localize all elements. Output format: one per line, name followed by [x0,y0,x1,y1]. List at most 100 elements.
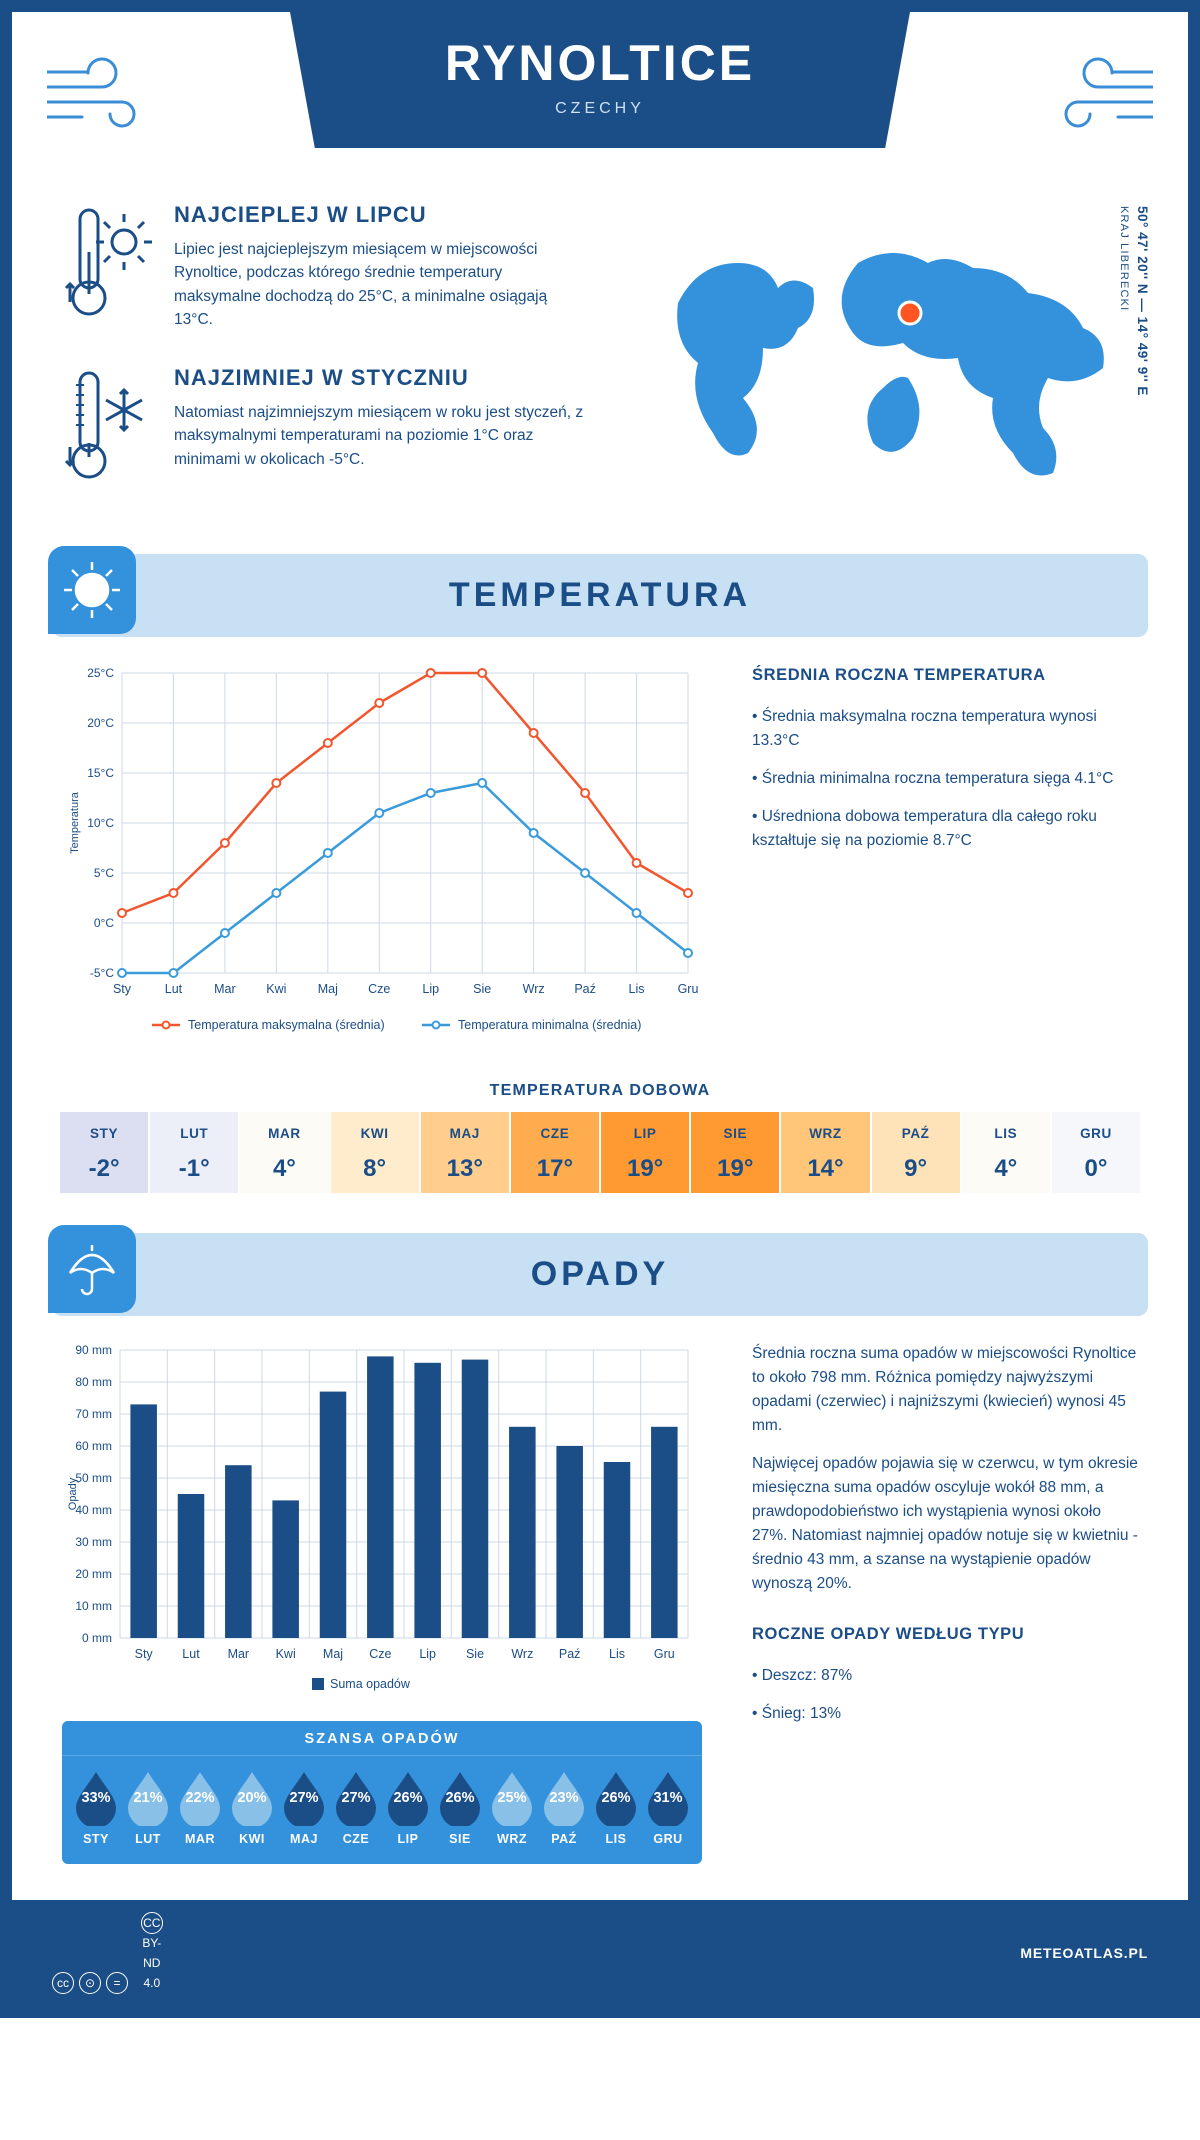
title-banner: RYNOLTICE CZECHY [290,12,910,148]
daily-cell: LIS4° [962,1112,1052,1193]
temp-summary-p3: • Uśredniona dobowa temperatura dla całe… [752,805,1138,853]
daily-month: KWI [331,1120,419,1151]
svg-text:Wrz: Wrz [511,1647,533,1661]
drop-month: GRU [642,1832,694,1846]
drop-icon: 31% [644,1768,692,1826]
daily-month: MAR [240,1120,328,1151]
chance-drops-row: 33%STY21%LUT22%MAR20%KWI27%MAJ27%CZE26%L… [62,1756,702,1850]
svg-text:Lip: Lip [419,1647,436,1661]
coords-label: 50° 47' 20'' N — 14° 49' 9'' E [1135,206,1150,396]
svg-text:0 mm: 0 mm [82,1631,112,1645]
temperature-chart: -5°C0°C5°C10°C15°C20°C25°CStyLutMarKwiMa… [62,663,702,1048]
chance-drop: 27%MAJ [278,1768,330,1846]
sun-icon [48,546,136,634]
svg-text:Kwi: Kwi [276,1647,296,1661]
daily-cell: GRU0° [1052,1112,1140,1193]
svg-text:Maj: Maj [318,982,338,996]
precip-chance-panel: SZANSA OPADÓW 33%STY21%LUT22%MAR20%KWI27… [62,1721,702,1864]
svg-text:70 mm: 70 mm [75,1407,112,1421]
region-label: KRAJ LIBERECKI [1118,206,1130,311]
daily-month: SIE [691,1120,779,1151]
svg-text:Maj: Maj [323,1647,343,1661]
chance-drop: 26%LIS [590,1768,642,1846]
svg-text:80 mm: 80 mm [75,1375,112,1389]
cold-body: Natomiast najzimniejszym miesiącem w rok… [174,401,588,471]
daily-value: 14° [781,1151,869,1183]
daily-month: LIP [601,1120,689,1151]
drop-icon: 26% [384,1768,432,1826]
wind-icon [1033,42,1153,147]
chance-drop: 22%MAR [174,1768,226,1846]
page: RYNOLTICE CZECHY NAJCIEPLEJ W LIPCU Lipi… [0,0,1200,2018]
wind-icon [47,42,167,147]
daily-temp-title: TEMPERATURA DOBOWA [12,1082,1188,1100]
svg-text:10 mm: 10 mm [75,1599,112,1613]
drop-month: CZE [330,1832,382,1846]
drop-icon: 33% [72,1768,120,1826]
header: RYNOLTICE CZECHY [12,12,1188,192]
svg-text:0°C: 0°C [94,916,114,930]
chance-drop: 26% SIE [434,1768,486,1846]
by-icon: ⊙ [79,1972,101,1994]
daily-cell: MAJ13° [421,1112,511,1193]
svg-text:60 mm: 60 mm [75,1439,112,1453]
country-subtitle: CZECHY [330,100,870,118]
precip-banner: OPADY [52,1233,1148,1316]
svg-text:-5°C: -5°C [90,966,114,980]
daily-temp-grid: STY-2°LUT-1°MAR4°KWI8°MAJ13°CZE17°LIP19°… [60,1112,1140,1193]
license-block: cc⊙= CC BY-ND 4.0 [52,1912,168,1994]
precip-type-heading: ROCZNE OPADY WEDŁUG TYPU [752,1622,1138,1648]
daily-value: 19° [691,1151,779,1183]
hot-heading: NAJCIEPLEJ W LIPCU [174,202,588,228]
map-col: 50° 47' 20'' N — 14° 49' 9'' E KRAJ LIBE… [638,202,1138,524]
svg-text:Paź: Paź [559,1647,581,1661]
svg-text:Cze: Cze [369,1647,391,1661]
cold-block: NAJZIMNIEJ W STYCZNIU Natomiast najzimni… [62,365,588,490]
svg-text:Gru: Gru [678,982,699,996]
svg-text:Temperatura minimalna (średnia: Temperatura minimalna (średnia) [458,1018,641,1032]
hot-block: NAJCIEPLEJ W LIPCU Lipiec jest najcieple… [62,202,588,331]
svg-text:90 mm: 90 mm [75,1343,112,1357]
umbrella-icon [48,1225,136,1313]
drop-icon: 23% [540,1768,588,1826]
drop-month: SIE [434,1832,486,1846]
daily-cell: LUT-1° [150,1112,240,1193]
temp-summary-p2: • Średnia minimalna roczna temperatura s… [752,767,1138,791]
drop-icon: 21% [124,1768,172,1826]
daily-cell: WRZ14° [781,1112,871,1193]
temperature-summary: ŚREDNIA ROCZNA TEMPERATURA • Średnia mak… [752,663,1138,1048]
chance-drop: 26% LIP [382,1768,434,1846]
world-map-icon [658,233,1118,493]
daily-cell: PAŹ9° [872,1112,962,1193]
chance-drop: 33%STY [70,1768,122,1846]
svg-text:Temperatura maksymalna (średni: Temperatura maksymalna (średnia) [188,1018,385,1032]
daily-cell: MAR4° [240,1112,330,1193]
precip-summary: Średnia roczna suma opadów w miejscowośc… [752,1342,1138,1864]
svg-text:Temperatura: Temperatura [69,791,81,854]
daily-cell: CZE17° [511,1112,601,1193]
svg-text:Lut: Lut [182,1647,200,1661]
drop-icon: 25% [488,1768,536,1826]
svg-text:Opady: Opady [67,1477,79,1510]
precip-row: 0 mm10 mm20 mm30 mm40 mm50 mm60 mm70 mm8… [12,1342,1188,1874]
precip-rain: • Deszcz: 87% [752,1664,1138,1688]
drop-month: LIP [382,1832,434,1846]
chance-drop: 31% GRU [642,1768,694,1846]
drop-icon: 26% [436,1768,484,1826]
chance-drop: 23% PAŹ [538,1768,590,1846]
svg-text:15°C: 15°C [87,766,114,780]
svg-text:5°C: 5°C [94,866,114,880]
drop-icon: 27% [280,1768,328,1826]
daily-month: MAJ [421,1120,509,1151]
chance-drop: 25%WRZ [486,1768,538,1846]
svg-text:Suma opadów: Suma opadów [330,1677,411,1691]
drop-month: PAŹ [538,1832,590,1846]
drop-icon: 20% [228,1768,276,1826]
city-title: RYNOLTICE [330,34,870,92]
nd-icon: = [106,1972,128,1994]
temp-summary-heading: ŚREDNIA ROCZNA TEMPERATURA [752,663,1138,689]
daily-month: GRU [1052,1120,1140,1151]
chance-drop: 27%CZE [330,1768,382,1846]
daily-cell: LIP19° [601,1112,691,1193]
svg-text:Sie: Sie [473,982,491,996]
